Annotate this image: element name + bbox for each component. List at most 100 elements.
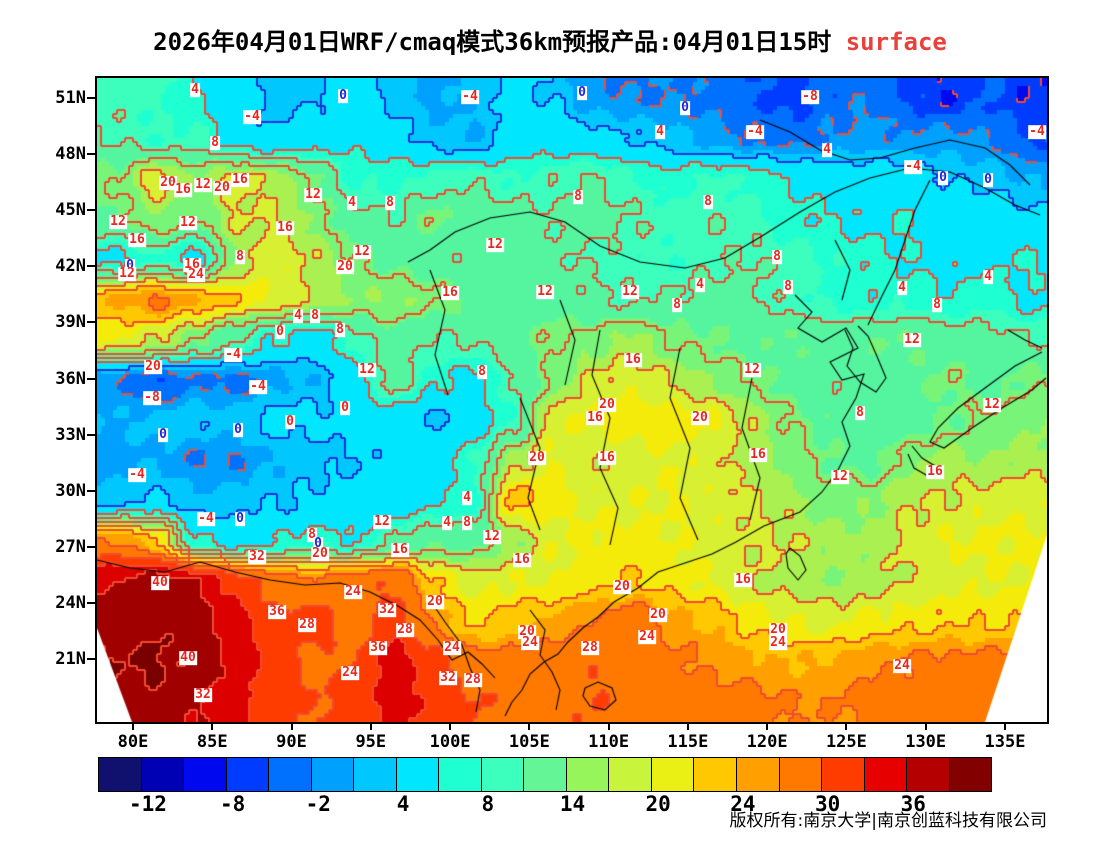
lat-axis-label: 51N — [55, 88, 86, 108]
contour-label: 24 — [521, 635, 539, 651]
contour-label: 8 — [310, 308, 320, 324]
colorbar-tick-label: 36 — [900, 792, 926, 816]
contour-label: 0 — [235, 511, 245, 527]
colorbar-segment — [226, 758, 270, 791]
colorbar-segment — [481, 758, 525, 791]
contour-label: 20 — [528, 450, 546, 466]
lon-axis-tick — [528, 722, 531, 730]
contour-label: 12 — [353, 244, 371, 260]
contour-label: -4 — [243, 109, 261, 125]
colorbar-tick-label: 30 — [814, 792, 841, 816]
lon-axis-tick — [290, 722, 293, 730]
lon-axis-label: 130E — [905, 732, 947, 752]
colorbar-segment — [524, 758, 567, 791]
contour-label: -4 — [249, 379, 267, 395]
contour-label: 8 — [703, 194, 713, 210]
colorbar-segment — [141, 758, 185, 791]
contour-label: 4 — [897, 280, 907, 296]
contour-label: 0 — [275, 324, 285, 340]
colorbar-tick-label: 24 — [730, 792, 756, 816]
contour-label: 20 — [159, 175, 177, 191]
lon-axis-label: 105E — [508, 732, 550, 752]
contour-label: 4 — [442, 515, 452, 531]
colorbar-segment — [736, 758, 780, 791]
contour-label: 20 — [311, 546, 329, 562]
contour-label: -4 — [746, 124, 764, 140]
lon-axis-tick — [369, 722, 372, 730]
contour-label: 16 — [174, 182, 192, 198]
contour-label: 12 — [536, 284, 554, 300]
contour-label: 32 — [248, 549, 266, 565]
contour-label: 32 — [439, 670, 457, 686]
lon-axis-tick — [686, 722, 689, 730]
contour-label: 20 — [598, 397, 616, 413]
contour-label: 12 — [486, 237, 504, 253]
lat-axis-tick — [87, 97, 96, 99]
lat-axis-label: 33N — [55, 424, 86, 445]
contour-label: 20 — [613, 579, 631, 595]
lat-axis-label: 39N — [55, 312, 86, 333]
contour-label: -4 — [461, 89, 479, 105]
lat-axis-tick — [87, 489, 96, 492]
contour-label: 8 — [573, 189, 583, 205]
lon-axis-label: 85E — [196, 732, 228, 752]
contour-label: 28 — [396, 622, 414, 638]
contour-label: 16 — [586, 410, 604, 426]
lon-axis-label: 100E — [429, 732, 471, 752]
contour-label: 20 — [426, 594, 444, 610]
contour-label: 12 — [109, 214, 127, 230]
colorbar-segment — [184, 758, 227, 791]
contour-label: 12 — [358, 362, 376, 378]
colorbar-segment — [311, 758, 355, 791]
contour-label: 16 — [128, 232, 146, 248]
contour-label: 8 — [210, 135, 220, 151]
contour-label: 0 — [158, 427, 168, 443]
contour-label: 16 — [926, 464, 944, 480]
contour-label: 12 — [621, 284, 639, 300]
colorbar-segment — [949, 758, 992, 791]
contour-label: 8 — [385, 195, 395, 211]
contour-label: 8 — [235, 249, 245, 265]
contour-label: 28 — [298, 617, 316, 633]
contour-label: 32 — [194, 687, 212, 703]
contour-label: 0 — [338, 88, 348, 104]
colorbar-segment — [269, 758, 312, 791]
contour-label: 24 — [638, 629, 656, 645]
contour-label: 8 — [462, 515, 472, 531]
colorbar-segment — [864, 758, 908, 791]
lat-axis-tick — [87, 321, 96, 324]
contour-label: 4 — [347, 195, 357, 211]
contour-label: 0 — [340, 400, 350, 416]
lon-axis-label: 95E — [355, 732, 387, 752]
contour-label: 32 — [378, 602, 396, 618]
colorbar-tick-label: -2 — [305, 792, 331, 816]
page-title: 2026年04月01日WRF/cmaq模式36km预报产品:04月01日15时 … — [0, 22, 1100, 57]
contour-label: 24 — [187, 267, 205, 283]
contour-label: 12 — [373, 514, 391, 530]
contour-label: 36 — [369, 640, 387, 656]
contour-label: -8 — [801, 89, 819, 105]
lat-axis-tick — [87, 601, 96, 604]
contour-label: 16 — [231, 172, 249, 188]
lon-axis-tick — [845, 722, 848, 730]
lat-axis-tick — [87, 265, 96, 268]
lon-axis-tick — [607, 722, 610, 730]
contour-label: 16 — [513, 552, 531, 568]
contour-label: 20 — [649, 607, 667, 623]
contour-label: 20 — [518, 624, 536, 640]
contour-label: 36 — [268, 604, 286, 620]
lat-axis-label: 48N — [55, 144, 86, 165]
lon-axis-label: 125E — [825, 732, 867, 752]
contour-label: 12 — [194, 177, 212, 193]
lat-axis-tick — [87, 658, 96, 660]
lon-axis-label: 115E — [667, 732, 709, 752]
lat-axis-tick — [87, 209, 96, 212]
colorbar-tick-label: 8 — [481, 792, 495, 816]
contour-label: 8 — [855, 405, 865, 421]
lon-axis-tick — [1003, 722, 1006, 730]
contour-label: 24 — [443, 640, 461, 656]
lon-axis-tick — [766, 722, 769, 730]
contour-label: 12 — [743, 362, 761, 378]
lat-axis-label: 45N — [55, 200, 86, 221]
contour-label: -4 — [1028, 124, 1046, 140]
